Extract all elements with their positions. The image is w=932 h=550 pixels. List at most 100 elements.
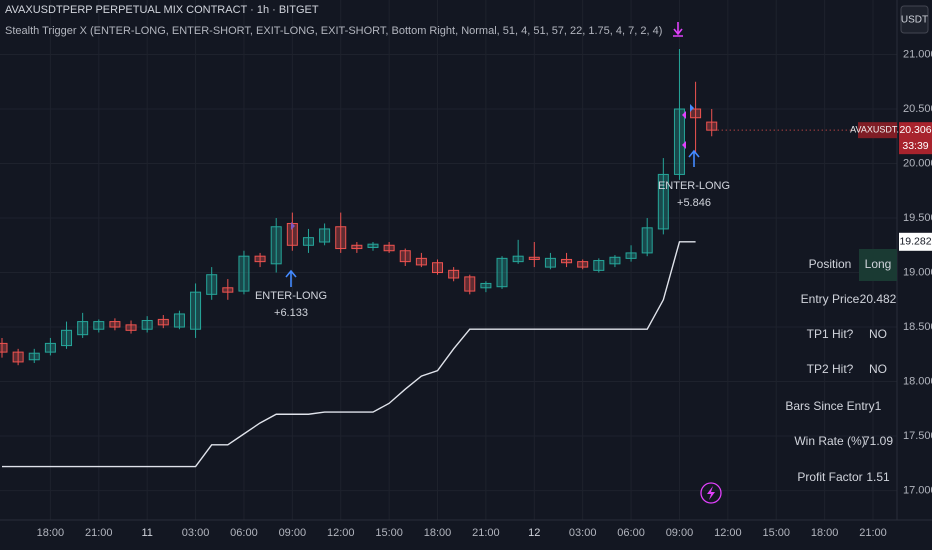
y-tick-label: 18.000 [903,375,932,387]
markers [285,22,722,504]
candle-body [141,320,153,330]
candle-body [238,255,250,292]
candle-body [125,324,137,331]
table-label: Win Rate (%) [794,434,865,448]
candle-body [657,173,669,230]
x-tick-label: 21:00 [472,527,500,539]
x-tick-label: 21:00 [859,527,887,539]
table-highlight [859,249,897,281]
candle-body [302,237,314,246]
table-label: Profit Factor [797,470,862,484]
table-label: TP2 Hit? [807,362,854,376]
candle-body [690,108,702,119]
y-tick-label: 21.000 [903,48,932,60]
x-tick-label: 12 [528,527,540,539]
candle-body [561,258,573,264]
candle-body [464,276,476,292]
symbol-tag: AVAXUSDT.P [850,125,905,135]
x-tick-label: 12:00 [714,527,742,539]
candle-body [641,227,653,254]
stop-line [2,241,696,468]
x-tick-label: 06:00 [617,527,645,539]
signal-label: ENTER-LONG [255,290,327,302]
candle-body [12,351,24,363]
x-tick-label: 06:00 [230,527,258,539]
last-price-label: 20.306 [899,124,931,136]
countdown-label: 33:39 [902,140,928,152]
event-icon[interactable] [700,482,722,504]
currency-box[interactable] [900,5,929,34]
candle-body [528,256,540,260]
table-label: TP1 Hit? [807,327,854,341]
candle-body [44,342,56,353]
buy-arrow [688,149,700,167]
candle-body [593,260,605,271]
x-tick-label: 11 [141,527,152,539]
candle-body [432,262,444,274]
x-tick-label: 18:00 [811,527,839,539]
candle-body [625,252,637,259]
candle-body [222,287,234,293]
candle-body [480,282,492,289]
candle-body [173,313,185,328]
candle-body [706,121,718,131]
y-tick-label: 18.500 [903,321,932,333]
currency-label[interactable]: USDT [901,15,928,26]
signal-profit: +5.846 [677,197,711,209]
x-tick-label: 03:00 [182,527,210,539]
candle-body [157,318,169,326]
y-tick-label: 19.000 [903,266,932,278]
table-label: Bars Since Entry [785,399,874,413]
candle-body [61,329,73,347]
table-value: NO [869,327,887,341]
x-tick-label: 15:00 [762,527,790,539]
symbol-tag-box [858,122,897,139]
x-tick-label: 15:00 [375,527,403,539]
exit-marker [673,22,683,37]
candle-body [512,255,524,263]
candle-body [254,255,266,263]
candle-body [319,228,331,243]
info-table: Position Long Entry Price 20.482 TP1 Hit? NO T… [785,249,897,484]
candle-body [399,250,411,263]
candle-body [109,321,121,328]
table-value: NO [869,362,887,376]
candle-body [351,244,363,250]
candle-body [335,226,347,250]
candle-body [367,243,379,248]
table-value: Long [865,257,892,271]
candle-body [609,256,621,265]
table-value: 20.482 [860,292,897,306]
x-tick-label: 03:00 [569,527,597,539]
y-tick-label: 19.500 [903,212,932,224]
table-value: 71.09 [863,434,893,448]
candle-body [77,321,89,336]
x-tick-label: 18:00 [424,527,452,539]
table-label: Entry Price [801,292,860,306]
candle-body [448,269,460,279]
candle-body [190,291,202,330]
signal-marker [682,111,686,149]
signal-label: ENTER-LONG [658,180,730,192]
line-value-box [899,232,932,251]
table-value: 1 [875,399,882,413]
table-value: 1.51 [866,470,890,484]
indicator-label: Stealth Trigger X (ENTER-LONG, ENTER-SHO… [5,25,662,37]
x-tick-label: 09:00 [666,527,694,539]
signal-marker [291,222,295,230]
candle-body [496,257,508,288]
x-tick-label: 21:00 [85,527,113,539]
x-tick-label: 18:00 [37,527,65,539]
y-tick-label: 17.500 [903,430,932,442]
candle-body [544,257,556,268]
chart-title: AVAXUSDTPERP PERPETUAL MIX CONTRACT · 1h… [5,4,319,16]
candle-body [270,226,282,265]
y-tick-label: 20.000 [903,157,932,169]
x-tick-label: 12:00 [327,527,355,539]
event-icon-bolt[interactable] [707,486,715,500]
candle-body [383,244,395,252]
candle-body [415,257,427,266]
